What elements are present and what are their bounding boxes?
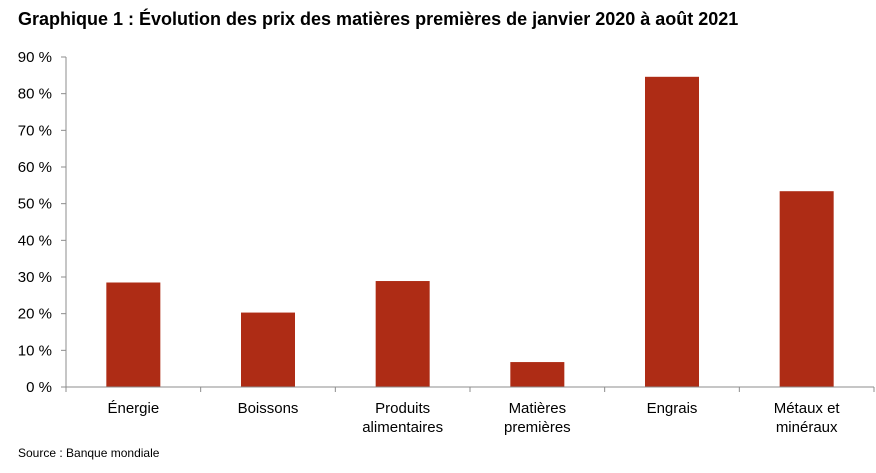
x-category-label: Boissons <box>238 400 299 417</box>
y-tick-label: 0 % <box>26 379 52 396</box>
y-tick-label: 30 % <box>18 269 52 286</box>
x-category-label: Produits alimentaires <box>362 400 443 436</box>
y-tick-label: 60 % <box>18 159 52 176</box>
x-category-label: Énergie <box>107 400 159 417</box>
x-category-label: Matières premières <box>504 400 571 436</box>
y-tick-label: 50 % <box>18 196 52 213</box>
y-tick-label: 90 % <box>18 49 52 66</box>
y-tick-label: 10 % <box>18 342 52 359</box>
bar <box>241 312 295 387</box>
y-tick-label: 70 % <box>18 122 52 139</box>
chart-title: Graphique 1 : Évolution des prix des mat… <box>18 9 739 29</box>
bar <box>779 191 834 387</box>
y-tick-label: 40 % <box>18 232 52 249</box>
source-note: Source : Banque mondiale <box>18 446 160 460</box>
x-axis: Énergie Boissons Produits alimentaires Matiè… <box>65 386 875 436</box>
bar <box>510 362 565 387</box>
x-category-label: Engrais <box>647 400 698 417</box>
x-category-label: Métaux et minéraux <box>774 400 841 436</box>
y-tick-label: 80 % <box>18 86 52 103</box>
bar <box>645 76 699 388</box>
y-axis: 0 % 10 % 20 % 30 % 40 % 50 % 60 % 70 % 80 % 90 % <box>18 49 67 396</box>
y-tick-label: 20 % <box>18 306 52 323</box>
bars <box>106 76 834 388</box>
bar <box>375 281 430 387</box>
bar <box>106 282 161 387</box>
